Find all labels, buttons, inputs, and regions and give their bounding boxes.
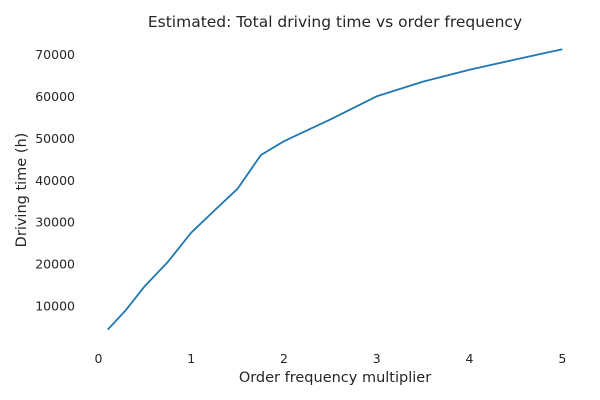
x-tick-label: 4 [466, 351, 474, 366]
x-axis: 0 1 2 3 4 5 [95, 351, 567, 366]
x-tick-label: 2 [280, 351, 288, 366]
x-tick-label: 5 [558, 351, 566, 366]
y-tick-label: 70000 [35, 47, 75, 62]
y-tick-label: 20000 [35, 257, 75, 272]
y-tick-label: 30000 [35, 215, 75, 230]
x-axis-label: Order frequency multiplier [239, 370, 431, 386]
y-tick-label: 50000 [35, 131, 75, 146]
plot-frame [84, 34, 586, 345]
y-tick-label: 60000 [35, 89, 75, 104]
series-line-0 [107, 48, 563, 331]
chart-title: Estimated: Total driving time vs order f… [148, 13, 522, 31]
y-tick-label: 40000 [35, 173, 75, 188]
y-axis-label: Driving time (h) [14, 133, 30, 248]
plot-area [107, 48, 563, 331]
x-tick-label: 1 [187, 351, 195, 366]
y-axis: 10000 20000 30000 40000 50000 60000 70000 [35, 47, 75, 314]
x-tick-label: 3 [373, 351, 381, 366]
x-tick-label: 0 [95, 351, 103, 366]
y-tick-label: 10000 [35, 299, 75, 314]
